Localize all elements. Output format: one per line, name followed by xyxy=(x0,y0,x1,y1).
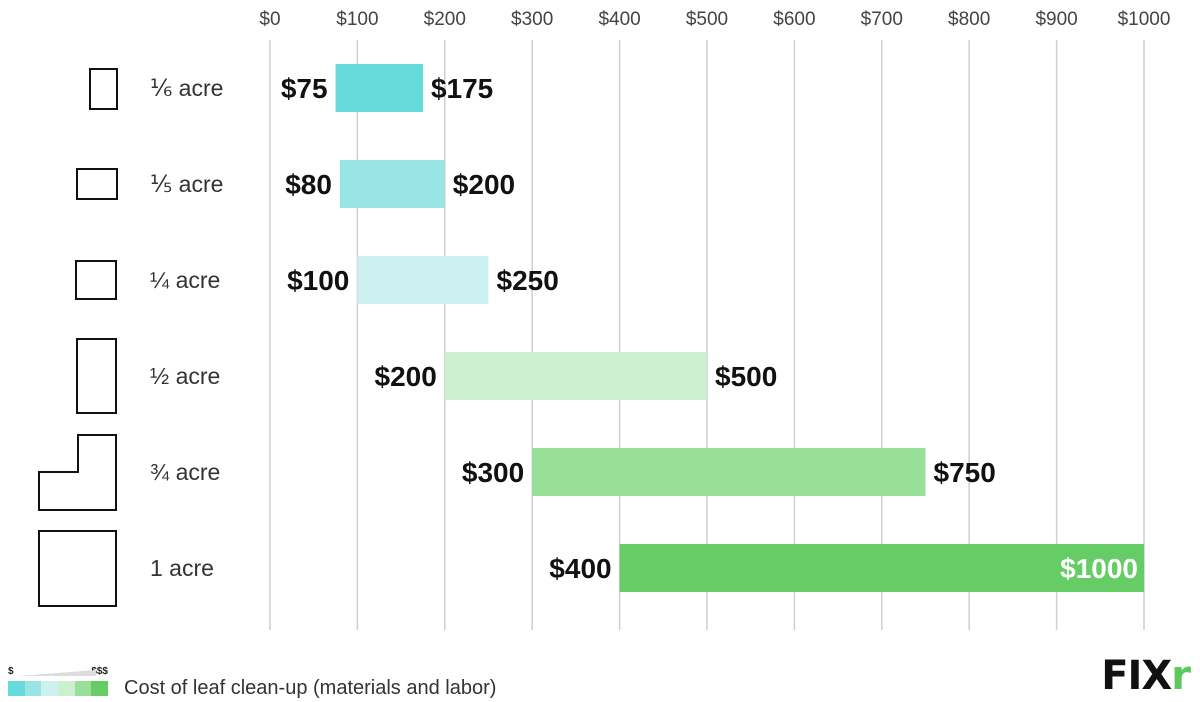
category-label: ⅕ acre xyxy=(150,171,223,197)
high-value-label: $1000 xyxy=(1060,553,1138,584)
category-label: ¾ acre xyxy=(150,459,220,485)
legend-swatch xyxy=(74,681,92,696)
x-tick-label: $500 xyxy=(686,9,728,30)
range-bar xyxy=(444,352,707,400)
high-value-label: $175 xyxy=(431,73,493,104)
grid-lines xyxy=(269,40,1145,630)
category-labels: ⅙ acre ⅕ acre ¼ acre ½ acre ¾ acre 1 acre xyxy=(150,75,223,581)
high-value-label: $750 xyxy=(934,457,996,488)
l-shape-icon xyxy=(38,434,117,511)
category-label: ½ acre xyxy=(150,363,220,389)
fixr-logo: FIXr xyxy=(1101,653,1191,699)
cost-scale-legend: $ $$$ xyxy=(8,666,109,698)
x-tick-label: $300 xyxy=(511,9,553,30)
x-tick-label: $700 xyxy=(861,9,903,30)
legend-swatch xyxy=(91,681,109,696)
low-value-label: $400 xyxy=(549,553,611,584)
x-tick-label: $200 xyxy=(424,9,466,30)
legend-swatch xyxy=(24,681,42,696)
range-bar xyxy=(335,64,423,112)
x-tick-label: $1000 xyxy=(1118,9,1171,30)
square-icon xyxy=(75,260,117,300)
tall-rectangle-icon xyxy=(89,68,118,110)
legend-swatch xyxy=(41,681,59,696)
x-axis-ticks: $0 $100 $200 $300 $400 $500 $600 $700 $800 $900 $1… xyxy=(259,9,1170,30)
legend-wedge-icon xyxy=(18,670,96,676)
logo-main: FIX xyxy=(1101,653,1172,699)
low-value-label: $300 xyxy=(462,457,524,488)
low-value-label: $75 xyxy=(281,73,328,104)
category-label: ⅙ acre xyxy=(150,75,223,101)
value-labels: $75 $175 $80 $200 $100 $250 $200 $500 $300 $750 $4… xyxy=(281,73,1138,584)
x-tick-label: $0 xyxy=(259,9,280,30)
legend-swatch xyxy=(8,681,25,696)
legend-swatch xyxy=(58,681,75,696)
range-bars xyxy=(335,64,1144,592)
wide-rectangle-icon xyxy=(76,168,118,200)
logo-accent: r xyxy=(1171,653,1191,699)
low-value-label: $80 xyxy=(285,169,332,200)
x-tick-label: $800 xyxy=(948,9,990,30)
high-value-label: $500 xyxy=(715,361,777,392)
legend-low-mark: $ xyxy=(8,666,14,677)
large-square-icon xyxy=(38,530,117,607)
legend-swatches xyxy=(8,681,109,696)
x-tick-label: $900 xyxy=(1035,9,1077,30)
legend-high-mark: $$$ xyxy=(91,666,108,677)
range-bar xyxy=(357,256,489,304)
lot-shape-icons xyxy=(38,68,118,607)
range-bar xyxy=(532,448,926,496)
x-tick-label: $600 xyxy=(773,9,815,30)
category-label: ¼ acre xyxy=(150,267,220,293)
low-value-label: $100 xyxy=(287,265,349,296)
x-tick-label: $400 xyxy=(598,9,640,30)
tall-narrow-rectangle-icon xyxy=(76,338,117,414)
x-tick-label: $100 xyxy=(336,9,378,30)
category-label: 1 acre xyxy=(150,555,214,581)
high-value-label: $200 xyxy=(453,169,515,200)
high-value-label: $250 xyxy=(497,265,559,296)
legend-caption: Cost of leaf clean-up (materials and lab… xyxy=(124,677,497,699)
range-bar xyxy=(339,160,445,208)
low-value-label: $200 xyxy=(375,361,437,392)
range-bar xyxy=(619,544,1144,592)
